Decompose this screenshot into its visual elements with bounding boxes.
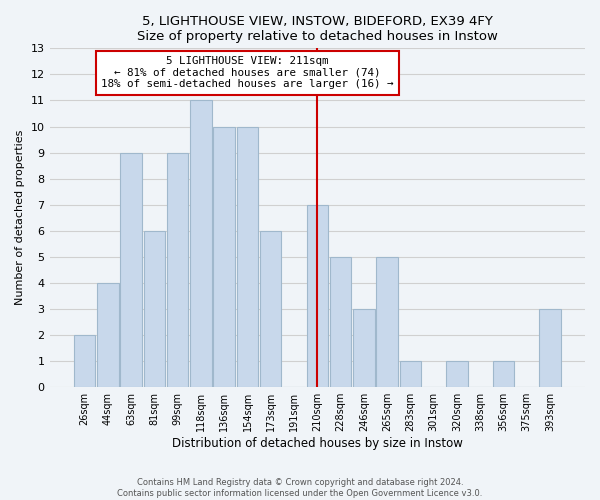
Bar: [190, 100, 212, 387]
Bar: [376, 257, 398, 387]
Bar: [167, 152, 188, 387]
Bar: [539, 309, 560, 387]
Bar: [214, 126, 235, 387]
Bar: [493, 361, 514, 387]
Bar: [121, 152, 142, 387]
Y-axis label: Number of detached properties: Number of detached properties: [15, 130, 25, 306]
Bar: [353, 309, 374, 387]
Bar: [260, 231, 281, 387]
Bar: [143, 231, 165, 387]
Text: Contains HM Land Registry data © Crown copyright and database right 2024.
Contai: Contains HM Land Registry data © Crown c…: [118, 478, 482, 498]
Bar: [74, 335, 95, 387]
Bar: [400, 361, 421, 387]
Title: 5, LIGHTHOUSE VIEW, INSTOW, BIDEFORD, EX39 4FY
Size of property relative to deta: 5, LIGHTHOUSE VIEW, INSTOW, BIDEFORD, EX…: [137, 15, 498, 43]
Bar: [237, 126, 258, 387]
Bar: [330, 257, 351, 387]
Text: 5 LIGHTHOUSE VIEW: 211sqm
← 81% of detached houses are smaller (74)
18% of semi-: 5 LIGHTHOUSE VIEW: 211sqm ← 81% of detac…: [101, 56, 394, 90]
X-axis label: Distribution of detached houses by size in Instow: Distribution of detached houses by size …: [172, 437, 463, 450]
Bar: [446, 361, 467, 387]
Bar: [97, 283, 119, 387]
Bar: [307, 204, 328, 387]
